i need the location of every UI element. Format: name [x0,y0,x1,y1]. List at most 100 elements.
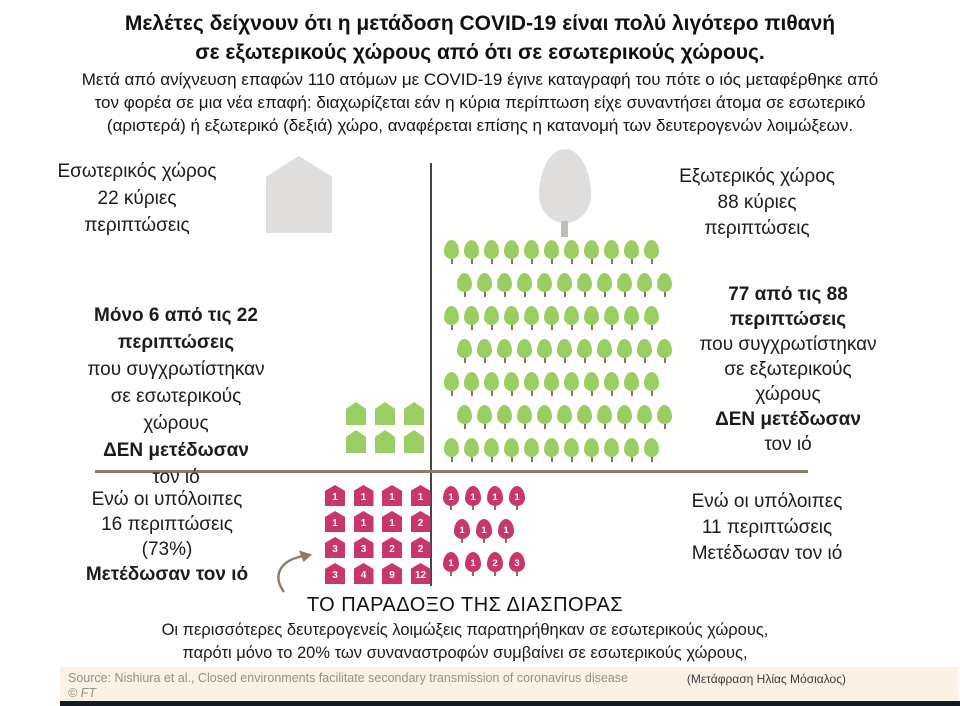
outdoor-case-tree-icon [504,372,519,405]
secondary-case-house-icon: 1 [382,511,402,532]
outdoor-case-tree-icon [577,339,592,372]
indoor-header-line1: Εσωτερικός χώρος [57,161,217,182]
outdoor-header: Εξωτερικός χώρος 88 κύριες περιπτώσεις [637,164,877,242]
secondary-case-house-icon: 1 [353,511,374,532]
secondary-case-house-icon: 4 [353,563,374,584]
indoor-header-line2: 22 κύριες [97,188,177,209]
source-text: Source: Nishiura et al., Closed environm… [68,671,628,685]
outdoor-case-tree-icon [577,405,592,438]
source-translation: (Μετάφραση Ηλίας Μόσιαλος) [686,672,846,686]
outdoor-no-transmit-line4: σε εξωτερικούς [724,359,852,380]
indoor-transmit-line4: Μετέδωσαν τον ιό [85,564,249,585]
outdoor-case-tree-icon [584,240,599,273]
outdoor-case-tree-icon [497,273,512,306]
curved-arrow-icon [277,550,312,593]
outdoor-case-tree-icon [644,438,659,471]
indoor-no-transmit-text: Μόνο 6 από τις 22 περιπτώσεις που συγχρω… [36,302,316,491]
secondary-case-tree-icon: 1 [465,486,481,519]
indoor-case-house-icon [346,430,366,453]
outdoor-case-tree-icon [544,438,559,471]
outdoor-case-tree-icon [604,372,619,405]
outdoor-case-tree-icon [557,339,572,372]
outdoor-header-line1: Εξωτερικός χώρος [679,166,835,187]
outdoor-case-tree-icon [444,240,459,273]
outdoor-case-tree-icon [597,405,612,438]
indoor-case-house-icon [346,402,366,425]
outdoor-case-tree-icon [457,339,472,372]
secondary-case-tree-icon: 1 [465,552,481,585]
secondary-case-tree-icon: 1 [487,486,503,519]
outdoor-header-line2: 88 κύριες [717,192,797,213]
outdoor-case-tree-icon [524,240,539,273]
paradox-line1: Οι περισσότερες δευτερογενείς λοιμώξεις … [161,621,769,639]
outdoor-case-tree-icon [517,339,532,372]
secondary-case-tree-icon: 1 [509,486,525,519]
outdoor-case-tree-icon [624,306,639,339]
outdoor-case-tree-icon [557,405,572,438]
outdoor-case-tree-icon [637,339,652,372]
indoor-case-house-icon [375,430,395,453]
bottom-bar [60,701,960,706]
outdoor-case-tree-icon [604,438,619,471]
outdoor-case-tree-icon [477,273,492,306]
outdoor-case-tree-icon [444,306,459,339]
outdoor-case-tree-icon [477,339,492,372]
indoor-transmit-line2: 16 περιπτώσεις [101,514,233,535]
outdoor-case-tree-icon [504,306,519,339]
outdoor-case-tree-icon [537,273,552,306]
indoor-transmit-grid: 1 1 1 1 1 1 1 2 3 3 2 2 3 4 9 12 [325,485,431,589]
outdoor-case-tree-icon [544,240,559,273]
outdoor-case-tree-icon [577,273,592,306]
horizontal-divider [95,470,808,473]
page-subtitle-line2: τον φορέα σε μια νέα επαφή: διαχωρίζεται… [94,93,866,112]
outdoor-no-transmit-line7: τον ιό [764,434,812,455]
outdoor-case-tree-icon [544,306,559,339]
outdoor-case-tree-icon [537,405,552,438]
outdoor-case-tree-icon [564,306,579,339]
outdoor-case-tree-icon [564,438,579,471]
outdoor-header-line3: περιπτώσεις [704,218,810,239]
tree-trunk-icon [561,221,568,237]
outdoor-case-tree-icon [464,306,479,339]
outdoor-no-transmit-text: 77 από τις 88 περιπτώσεις που συγχρωτίστ… [668,282,908,457]
outdoor-case-tree-icon [557,273,572,306]
outdoor-case-tree-icon [617,405,632,438]
outdoor-no-transmit-line5: χώρους [755,384,821,405]
paradox-line2: παρότι μόνο το 20% των συναναστροφών συμ… [182,644,748,662]
outdoor-case-tree-icon [657,339,672,372]
source-bar: Source: Nishiura et al., Closed environm… [60,667,958,701]
outdoor-case-tree-icon [624,438,639,471]
outdoor-case-tree-icon [584,438,599,471]
outdoor-transmit-text: Ενώ οι υπόλοιπες 11 περιπτώσεις Μετέδωσα… [647,489,887,567]
outdoor-case-tree-icon [444,372,459,405]
outdoor-case-tree-icon [464,372,479,405]
outdoor-case-tree-icon [597,339,612,372]
paradox-heading: ΤΟ ΠΑΡΑΔΟΞΟ ΤΗΣ ΔΙΑΣΠΟΡΑΣ [306,594,624,616]
outdoor-case-tree-icon [457,405,472,438]
outdoor-case-tree-icon [657,405,672,438]
indoor-transmit-line3: (73%) [141,539,193,560]
outdoor-case-tree-icon [524,372,539,405]
secondary-case-house-icon: 1 [410,485,431,506]
indoor-no-transmit-line4: χώρους [143,413,209,434]
tree-icon [539,149,591,223]
page-subtitle-line1: Μετά από ανίχνευση επαφών 110 ατόμων με … [81,70,879,89]
outdoor-case-tree-icon [584,372,599,405]
outdoor-no-transmit-grid [444,240,672,471]
outdoor-case-tree-icon [624,372,639,405]
secondary-case-house-icon: 1 [353,485,374,506]
secondary-case-house-icon: 2 [382,537,402,558]
indoor-header: Εσωτερικός χώρος 22 κύριες περιπτώσεις [17,158,257,239]
secondary-case-house-icon: 2 [410,511,431,532]
secondary-case-house-icon: 3 [353,537,374,558]
outdoor-case-tree-icon [564,372,579,405]
indoor-transmit-text: Ενώ οι υπόλοιπες 16 περιπτώσεις (73%) Με… [47,487,287,587]
outdoor-case-tree-icon [497,339,512,372]
outdoor-case-tree-icon [524,438,539,471]
outdoor-case-tree-icon [504,240,519,273]
outdoor-transmit-line2: 11 περιπτώσεις [701,517,833,538]
outdoor-case-tree-icon [604,240,619,273]
secondary-case-house-icon: 3 [325,563,345,584]
secondary-case-tree-icon: 1 [443,552,459,585]
